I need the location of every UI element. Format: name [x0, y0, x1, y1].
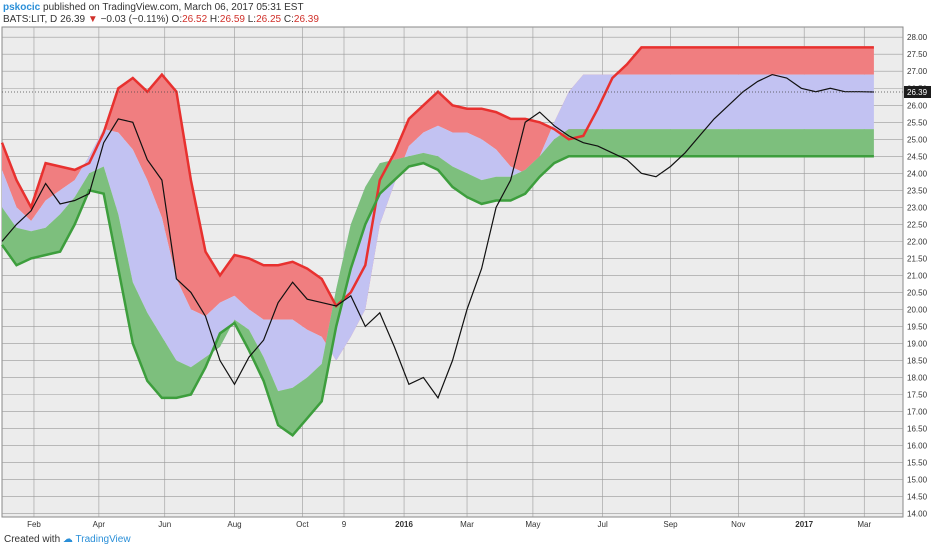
price-change: −0.03 (−0.11%): [100, 14, 169, 25]
y-tick-label: 24.50: [907, 152, 928, 161]
y-tick-label: 21.00: [907, 271, 928, 280]
high-value: 26.59: [219, 14, 245, 25]
publish-info: pskocic published on TradingView.com, Ma…: [3, 2, 304, 13]
last-price-tag: [904, 85, 931, 98]
x-tick-label: Jul: [598, 520, 608, 529]
y-tick-label: 19.00: [907, 339, 928, 348]
y-tick-label: 23.00: [907, 203, 928, 212]
last-price-tag-label: 26.39: [907, 88, 928, 97]
author-name[interactable]: pskocic: [3, 2, 41, 13]
lower-band-line: [0, 155, 874, 437]
y-tick-label: 20.50: [907, 288, 928, 297]
x-tick-label: 2016: [395, 520, 413, 529]
published-text: published on TradingView.com, March 06, …: [43, 2, 304, 13]
down-arrow-icon: ▼: [87, 14, 98, 25]
open-value: 26.52: [182, 14, 208, 25]
y-tick-label: 21.50: [907, 254, 928, 263]
x-tick-label: Apr: [93, 520, 106, 529]
symbol-label: BATS:LIT, D: [3, 14, 58, 25]
created-with-text: Created with: [4, 534, 61, 545]
x-tick-label: Oct: [296, 520, 309, 529]
x-tick-label: 9: [342, 520, 347, 529]
last-price: 26.39: [60, 14, 86, 25]
y-tick-label: 28.00: [907, 33, 928, 42]
tradingview-logo-text[interactable]: TradingView: [75, 534, 131, 545]
y-tick-label: 24.00: [907, 169, 928, 178]
x-tick-label: Sep: [663, 520, 678, 529]
y-tick-label: 16.50: [907, 425, 928, 434]
y-tick-label: 22.50: [907, 220, 928, 229]
y-tick-label: 16.00: [907, 442, 928, 451]
high-label: H:: [209, 14, 220, 25]
open-label: O:: [171, 14, 183, 25]
middle-band: [2, 74, 874, 392]
y-tick-label: 19.50: [907, 322, 928, 331]
y-tick-label: 15.50: [907, 459, 928, 468]
y-tick-label: 18.50: [907, 356, 928, 365]
close-label: C:: [283, 14, 294, 25]
symbol-info: BATS:LIT, D 26.39 ▼ −0.03 (−0.11%) O:26.…: [3, 14, 319, 25]
y-tick-label: 14.50: [907, 493, 928, 502]
y-tick-label: 17.00: [907, 408, 928, 417]
y-tick-label: 20.00: [907, 305, 928, 314]
x-tick-label: Jun: [158, 520, 171, 529]
x-tick-label: Mar: [857, 520, 871, 529]
price-line: [1, 73, 874, 400]
low-label: L:: [247, 14, 257, 25]
y-tick-label: 23.50: [907, 186, 928, 195]
x-tick-label: Nov: [731, 520, 745, 529]
upper-band: [2, 47, 874, 361]
low-value: 26.25: [256, 14, 282, 25]
y-tick-label: 15.00: [907, 476, 928, 485]
close-value: 26.39: [293, 14, 319, 25]
y-tick-label: 27.00: [907, 67, 928, 76]
y-tick-label: 14.00: [907, 510, 928, 519]
y-tick-label: 27.50: [907, 50, 928, 59]
x-tick-label: Feb: [27, 520, 41, 529]
y-tick-label: 18.00: [907, 373, 928, 382]
y-tick-label: 25.00: [907, 135, 928, 144]
x-tick-label: May: [525, 520, 540, 529]
y-tick-label: 26.00: [907, 101, 928, 110]
cloud-icon: ☁: [62, 534, 73, 545]
y-tick-label: 17.50: [907, 391, 928, 400]
y-tick-label: 25.50: [907, 118, 928, 127]
x-tick-label: Mar: [460, 520, 474, 529]
x-tick-label: 2017: [795, 520, 813, 529]
footer: Created with ☁ TradingView: [4, 534, 131, 545]
y-tick-label: 22.00: [907, 237, 928, 246]
x-tick-label: Aug: [227, 520, 241, 529]
